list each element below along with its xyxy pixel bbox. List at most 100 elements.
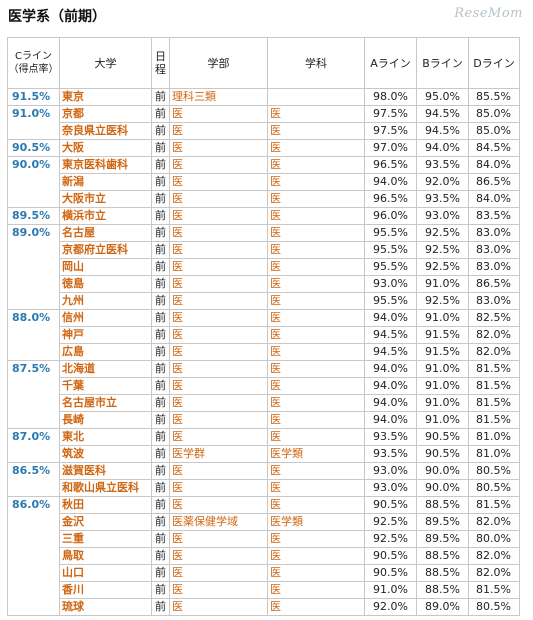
department-cell: 医 [169,428,268,446]
schedule-cell: 前 [151,139,170,157]
table-row: 90.5% 大阪前医医 97.0% 94.0% 84.5% [7,139,520,157]
d-line-cell: 83.5% [468,207,520,225]
d-line-cell: 84.0% [468,190,520,208]
d-line-cell: 82.0% [468,326,520,344]
a-line-cell: 92.0% [364,598,417,616]
table-row: 88.0% 信州前医医 94.0% 91.0% 82.5% [7,309,520,361]
department-cell: 医 [169,598,268,616]
schedule-cell: 前 [151,241,170,259]
subject-cell: 医 [267,224,365,242]
d-line-cell: 83.0% [468,224,520,242]
b-line-cell: 88.5% [416,581,469,599]
a-line-cell: 94.0% [364,173,417,191]
a-line-cell: 96.5% [364,190,417,208]
b-line-cell: 89.5% [416,530,469,548]
table-row: 91.5% 東京前理科三類 98.0% 95.0% 85.5% [7,88,520,106]
a-line-cell: 90.5% [364,564,417,582]
subject-cell: 医 [267,190,365,208]
table-row: 香川前医医 91.0% 88.5% 81.5% [8,581,520,599]
a-line-cell: 93.0% [364,275,417,293]
subject-cell: 医 [267,411,365,429]
schedule-cell: 前 [151,462,170,480]
subject-cell: 医 [267,241,365,259]
b-line-cell: 94.5% [416,105,469,123]
b-line-cell: 92.5% [416,224,469,242]
b-line-cell: 90.0% [416,479,469,497]
table-row: 86.0% 秋田前医医 90.5% 88.5% 81.5% [7,496,520,616]
university-cell: 京都府立医科 [59,241,152,259]
table-row: 87.5% 北海道前医医 94.0% 91.0% 81.5% [7,360,520,429]
table-row: 金沢前医薬保健学域 医学類 92.5% 89.5% 82.0% [8,513,520,531]
schedule-cell: 前 [151,377,170,395]
b-line-cell: 89.5% [416,513,469,531]
results-table: Cライン（得点率） 大学 日程 学部 学科 Aライン Bライン Dライン 91.… [7,37,520,616]
table-row: 琉球前医医 92.0% 89.0% 80.5% [8,598,520,616]
table-row: 広島前医医 94.5% 91.5% 82.0% [8,343,520,361]
b-line-cell: 95.0% [416,88,469,106]
c-line-value: 91.0% [7,105,60,140]
a-line-cell: 98.0% [364,88,417,106]
university-cell: 琉球 [59,598,152,616]
department-cell: 医 [169,105,268,123]
d-line-cell: 84.0% [468,156,520,174]
table-row: 大阪市立前医医 96.5% 93.5% 84.0% [8,190,520,208]
department-cell: 医 [169,207,268,225]
university-cell: 大阪 [59,139,152,157]
department-cell: 医 [169,479,268,497]
university-cell: 京都 [59,105,152,123]
department-cell: 医 [169,496,268,514]
table-row: 徳島前医医 93.0% 91.0% 86.5% [8,275,520,293]
subject-cell: 医 [267,564,365,582]
table-row: 和歌山県立医科前医医 93.0% 90.0% 80.5% [8,479,520,497]
a-line-cell: 93.5% [364,428,417,446]
b-line-cell: 92.5% [416,241,469,259]
subject-cell: 医 [267,598,365,616]
table-row: 87.0% 東北前医医 93.5% 90.5% 81.0% [7,428,520,463]
b-line-cell: 90.5% [416,428,469,446]
table-row: 神戸前医医 94.5% 91.5% 82.0% [8,326,520,344]
table-row: 91.0% 京都前医医 97.5% 94.5% 85.0% [7,105,520,140]
a-line-cell: 94.0% [364,309,417,327]
university-cell: 九州 [59,292,152,310]
department-cell: 医 [169,360,268,378]
university-cell: 横浜市立 [59,207,152,225]
d-line-cell: 81.0% [468,428,520,446]
header-b-line: Bライン [416,37,469,89]
d-line-cell: 86.5% [468,173,520,191]
subject-cell: 医 [267,105,365,123]
university-cell: 秋田 [59,496,152,514]
subject-cell: 医 [267,275,365,293]
b-line-cell: 90.5% [416,445,469,463]
department-cell: 医 [169,190,268,208]
university-cell: 滋賀医科 [59,462,152,480]
schedule-cell: 前 [151,258,170,276]
schedule-cell: 前 [151,343,170,361]
subject-cell: 医 [267,207,365,225]
d-line-cell: 83.0% [468,241,520,259]
university-cell: 東京 [59,88,152,106]
a-line-cell: 96.0% [364,207,417,225]
university-cell: 岡山 [59,258,152,276]
d-line-cell: 80.5% [468,462,520,480]
page-title: 医学系（前期） [8,9,106,25]
d-line-cell: 80.5% [468,479,520,497]
department-cell: 医 [169,309,268,327]
department-cell: 医 [169,547,268,565]
d-line-cell: 83.0% [468,258,520,276]
d-line-cell: 82.0% [468,343,520,361]
department-cell: 医学群 [169,445,268,463]
table-row: 筑波前医学群 医学類 93.5% 90.5% 81.0% [8,445,520,463]
a-line-cell: 93.5% [364,445,417,463]
table-row: 86.5% 滋賀医科前医医 93.0% 90.0% 80.5% [7,462,520,497]
table-body: 91.5% 東京前理科三類 98.0% 95.0% 85.5% 91.0% 京都前医医 97.… [7,88,520,616]
schedule-cell: 前 [151,581,170,599]
b-line-cell: 92.5% [416,292,469,310]
a-line-cell: 92.5% [364,513,417,531]
b-line-cell: 91.0% [416,411,469,429]
schedule-cell: 前 [151,292,170,310]
table-row: 90.0% 東京医科歯科前医医 96.5% 93.5% 84.0% [7,156,520,208]
brand-logo: ReseMom [454,6,523,21]
subject-cell: 医 [267,326,365,344]
table-row: 名古屋市立前医医 94.0% 91.0% 81.5% [8,394,520,412]
a-line-cell: 92.5% [364,530,417,548]
